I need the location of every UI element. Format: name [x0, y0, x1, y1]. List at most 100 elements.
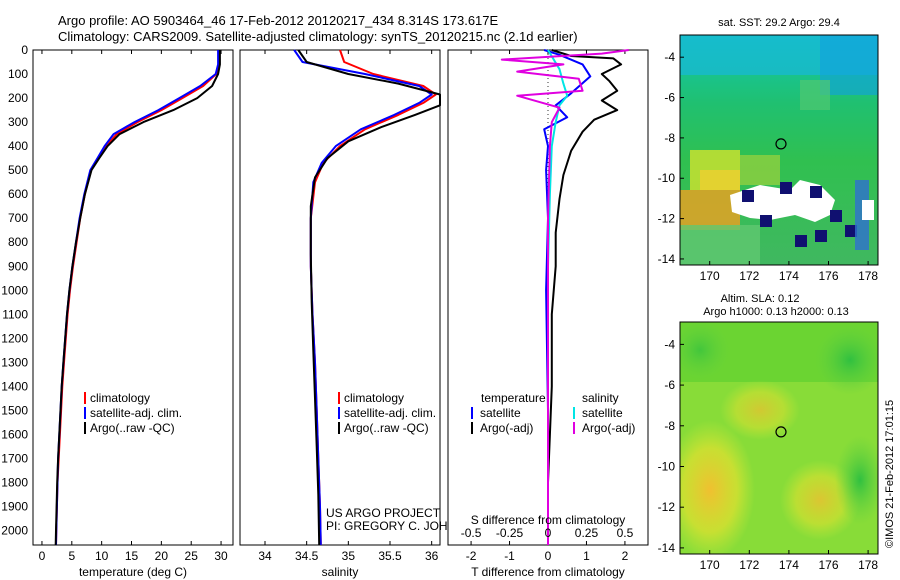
legend-label-temp-argo: Argo(-adj): [480, 421, 533, 435]
x-tick-label: -1: [504, 549, 515, 563]
top-tick-label: 0: [545, 526, 552, 540]
map-x-tick-label: 172: [739, 269, 759, 283]
sst-map-title: sat. SST: 29.2 Argo: 29.4: [718, 17, 840, 29]
map-x-tick-label: 174: [779, 558, 799, 572]
salinity-x-axis: 34 34.5 35 35.5 36: [258, 50, 439, 563]
map-y-tick-label: -4: [664, 337, 675, 351]
salinity-plot-frame: [239, 49, 441, 546]
difference-panel: -2 -1 0 1 2 temperature salinity satellite A…: [447, 49, 649, 579]
salinity-series: [293, 49, 441, 546]
depth-tick-label: 1500: [1, 403, 28, 417]
depth-tick-label: 600: [8, 187, 28, 201]
legend-label-temp-satellite: satellite: [480, 406, 521, 420]
x-tick-label: 35: [342, 549, 356, 563]
temperature-x-axis: 0 5 10 15 20 25 30: [39, 50, 228, 563]
legend-label-sal-satellite: satellite: [582, 406, 623, 420]
sst-map-frame: [679, 34, 879, 266]
figure-title-line2: Climatology: CARS2009. Satellite-adjuste…: [58, 29, 578, 44]
map-x-tick-label: 172: [739, 558, 759, 572]
legend-title-salinity: salinity: [582, 391, 619, 405]
temperature-panel: 0 5 10 15 20 25 30 climatology satellite-adj. …: [32, 49, 234, 579]
map-y-tick-label: -6: [664, 378, 675, 392]
temperature-plot-frame: [32, 49, 234, 546]
map-x-tick-label: 170: [700, 269, 720, 283]
map-y-tick-label: -10: [658, 459, 676, 473]
depth-tick-label: 900: [8, 259, 28, 273]
depth-tick-label: 0: [21, 43, 28, 57]
map-x-tick-label: 178: [858, 269, 878, 283]
map-y-tick-label: -14: [658, 541, 676, 555]
depth-tick-label: 1300: [1, 355, 28, 369]
temperature-series: [54, 50, 221, 546]
temperature-x-label: temperature (deg C): [79, 565, 187, 579]
x-tick-label: 0: [545, 549, 552, 563]
depth-tick-label: 300: [8, 115, 28, 129]
depth-tick-label: 1400: [1, 379, 28, 393]
depth-tick-label: 800: [8, 235, 28, 249]
difference-x-axis: -2 -1 0 1 2: [466, 50, 629, 563]
project-annotation-line1: US ARGO PROJECT: [326, 506, 441, 520]
map-x-tick-label: 174: [779, 269, 799, 283]
difference-top-ticks: -0.5 -0.25 0 0.25 0.5: [461, 526, 634, 540]
difference-x-label: T difference from climatology: [471, 565, 625, 579]
top-tick-label: 0.5: [617, 526, 634, 540]
imos-credit: ©IMOS 21-Feb-2012 17:01:15: [884, 400, 896, 548]
map-y-tick-label: -4: [664, 50, 675, 64]
x-tick-label: 36: [425, 549, 439, 563]
series-line-argo-raw-qc-: [297, 49, 441, 546]
legend-label-satellite: satellite-adj. clim.: [90, 406, 182, 420]
map-y-tick-label: -12: [658, 212, 676, 226]
difference-legend: temperature salinity satellite Argo(-adj…: [471, 391, 635, 435]
x-tick-label: 35.5: [378, 549, 402, 563]
depth-tick-label: 1000: [1, 283, 28, 297]
map-y-tick-label: -8: [664, 419, 675, 433]
sla-map-title-line2: Argo h1000: 0.13 h2000: 0.13: [703, 306, 849, 318]
sla-map-image: [680, 322, 878, 554]
map-y-tick-label: -6: [664, 91, 675, 105]
legend-title-temperature: temperature: [481, 391, 546, 405]
depth-tick-label: 1600: [1, 427, 28, 441]
depth-tick-label: 100: [8, 67, 28, 81]
project-annotation-line2: PI: GREGORY C. JOHNSON: [326, 519, 482, 533]
series-line-argo-raw-qc-: [54, 50, 221, 546]
depth-tick-label: 200: [8, 91, 28, 105]
sst-map-panel: sat. SST: 29.2 Argo: 29.4 170 172 174: [658, 17, 879, 283]
sla-map-frame: [679, 321, 879, 555]
series-line-temperature-argo-adj-: [547, 49, 623, 545]
depth-axis: 0 100 200 300 400 500 600 700 800 900 1000 1100 1200…: [1, 43, 648, 538]
series-line-satellite-adj-clim-: [293, 49, 433, 546]
x-tick-label: 34.5: [295, 549, 319, 563]
sst-argo-location-marker: [775, 138, 787, 150]
x-tick-label: 5: [68, 549, 75, 563]
difference-top-x-label: S difference from climatology: [471, 513, 626, 527]
x-tick-label: 34: [258, 549, 272, 563]
map-y-tick-label: -10: [658, 171, 676, 185]
depth-tick-label: 700: [8, 211, 28, 225]
legend-label-climatology: climatology: [344, 391, 404, 405]
top-tick-label: 0.25: [575, 526, 599, 540]
salinity-panel: 34 34.5 35 35.5 36 climatology satellite-adj…: [239, 49, 482, 579]
sla-argo-location-marker: [775, 426, 787, 438]
x-tick-label: 0: [39, 549, 46, 563]
x-tick-label: 15: [125, 549, 139, 563]
depth-tick-label: 1700: [1, 451, 28, 465]
map-y-tick-label: -8: [664, 131, 675, 145]
x-tick-label: 10: [95, 549, 109, 563]
map-x-tick-label: 176: [818, 558, 838, 572]
salinity-legend: climatology satellite-adj. clim. Argo(..…: [338, 391, 436, 435]
x-tick-label: 25: [185, 549, 199, 563]
sla-map-axes: 170 172 174 176 178 -4 -6 -8 -10 -12 -14: [658, 337, 879, 572]
difference-series: [500, 49, 629, 545]
x-tick-label: 1: [583, 549, 590, 563]
sst-map-image: [680, 35, 878, 265]
figure-title-line1: Argo profile: AO 5903464_46 17-Feb-2012 …: [58, 13, 499, 28]
temperature-legend: climatology satellite-adj. clim. Argo(..…: [84, 391, 182, 435]
depth-tick-label: 1900: [1, 500, 28, 514]
series-line-salinity-argo-adj-: [500, 49, 629, 545]
x-tick-label: -2: [466, 549, 477, 563]
x-tick-label: 30: [214, 549, 228, 563]
legend-label-sal-argo: Argo(-adj): [582, 421, 635, 435]
depth-tick-label: 1800: [1, 476, 28, 490]
salinity-x-label: salinity: [322, 565, 359, 579]
